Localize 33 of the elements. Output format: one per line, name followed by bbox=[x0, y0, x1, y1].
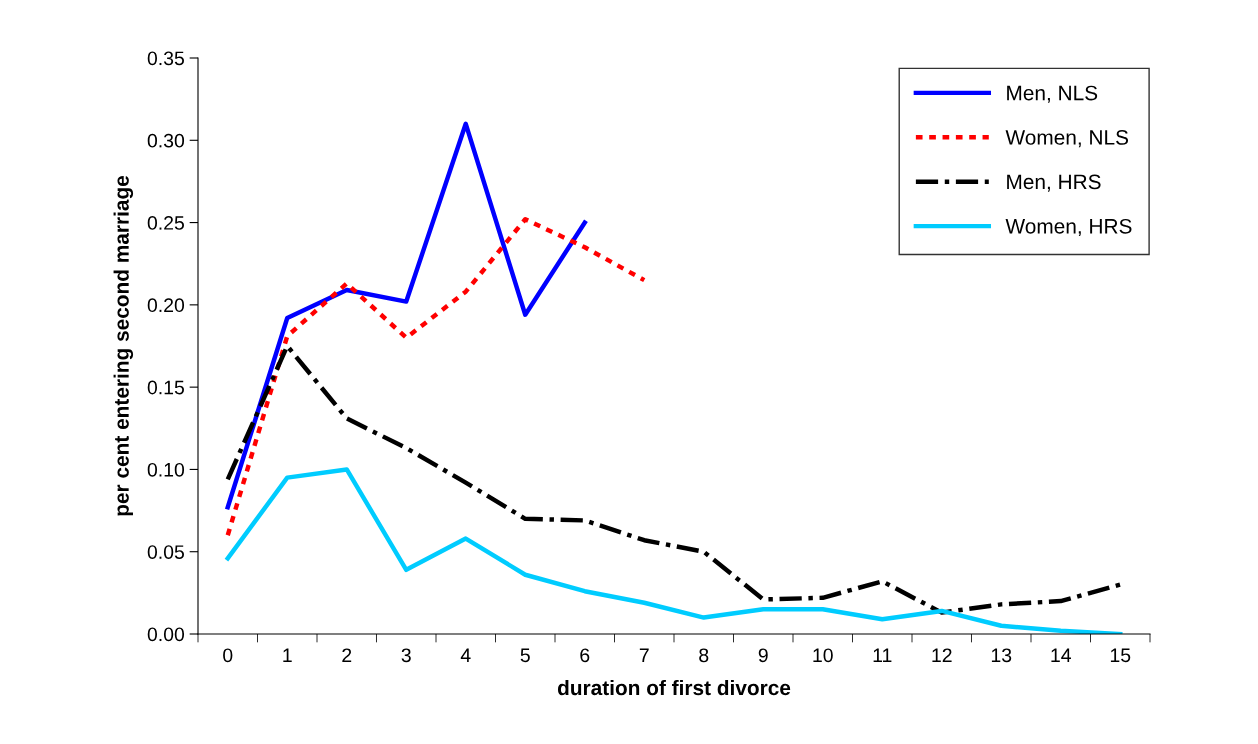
line-series bbox=[225, 467, 1123, 634]
x-tick-label: 3 bbox=[401, 648, 411, 663]
x-tick-label: 0 bbox=[223, 648, 233, 663]
x-axis-title: duration of first divorce bbox=[557, 679, 791, 696]
x-tick-label: 11 bbox=[873, 648, 892, 662]
x-tick-label: 7 bbox=[639, 648, 649, 662]
legend-label: Men, NLS bbox=[1007, 85, 1098, 103]
x-tick-label: 9 bbox=[758, 648, 768, 663]
legend-label: Men, HRS bbox=[1007, 174, 1101, 192]
line-series bbox=[225, 121, 587, 510]
x-tick-label: 13 bbox=[991, 648, 1012, 663]
y-tick-label: 0.30 bbox=[147, 133, 185, 148]
y-tick-label: 0.20 bbox=[147, 298, 185, 313]
line-series bbox=[225, 217, 647, 538]
x-tick-label: 10 bbox=[813, 648, 833, 663]
y-tick-label: 0.35 bbox=[147, 51, 184, 66]
x-tick-label: 5 bbox=[520, 648, 530, 663]
legend-label: Women, NLS bbox=[1005, 130, 1129, 148]
legend-label: Women, HRS bbox=[1005, 218, 1132, 237]
y-tick-label: 0.00 bbox=[147, 627, 185, 642]
y-tick-label: 0.15 bbox=[147, 380, 184, 395]
y-tick-label: 0.25 bbox=[147, 216, 184, 230]
x-tick-label: 6 bbox=[580, 648, 590, 663]
x-tick-label: 8 bbox=[699, 648, 709, 663]
x-tick-label: 14 bbox=[1051, 648, 1071, 662]
y-tick-label: 0.10 bbox=[147, 462, 185, 477]
x-tick-label: 12 bbox=[932, 648, 952, 662]
y-axis-title: per cent entering second marriage bbox=[113, 175, 134, 516]
x-tick-label: 4 bbox=[460, 648, 471, 662]
x-tick-label: 15 bbox=[1110, 648, 1131, 663]
x-tick-label: 2 bbox=[342, 648, 352, 662]
x-tick-label: 1 bbox=[283, 648, 292, 662]
y-tick-label: 0.05 bbox=[147, 545, 184, 559]
